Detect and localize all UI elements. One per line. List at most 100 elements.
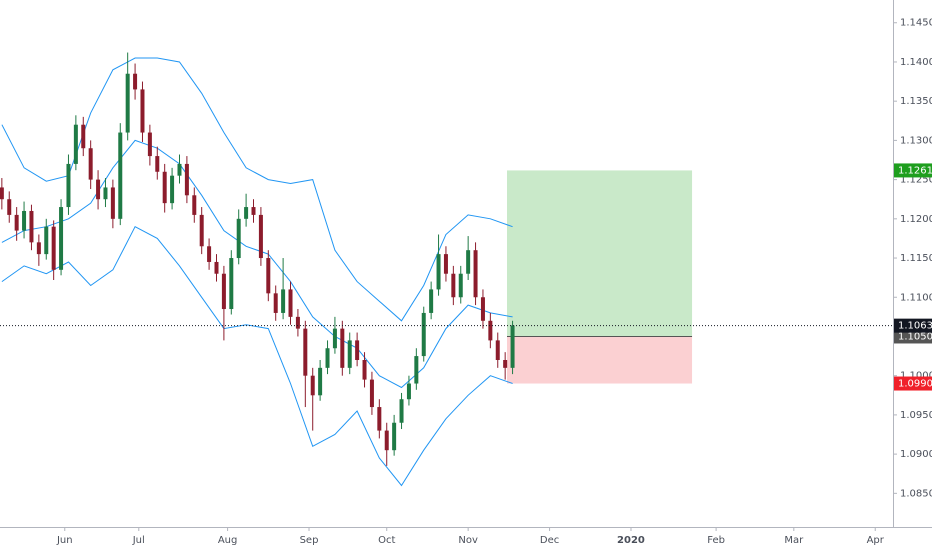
- candle-body: [480, 297, 485, 321]
- price-badge-label: 1.10500: [898, 331, 932, 342]
- candle-body: [458, 273, 463, 298]
- candle-body: [429, 289, 434, 313]
- candle-body: [332, 328, 337, 349]
- candle-body: [125, 73, 130, 133]
- candle-body: [170, 175, 175, 204]
- profit-zone: [507, 170, 693, 337]
- candle-body: [377, 407, 382, 431]
- candle-body: [221, 273, 226, 310]
- candle-body: [251, 207, 256, 215]
- x-tick-label: Nov: [458, 535, 478, 546]
- candle-body: [110, 187, 115, 219]
- candle-body: [451, 273, 456, 298]
- x-tick-label: Dec: [540, 535, 559, 546]
- candle-body: [36, 242, 41, 255]
- candle-body: [155, 156, 160, 172]
- candle-body: [421, 312, 426, 357]
- candle-body: [229, 258, 234, 310]
- x-tick-label: Aug: [218, 535, 238, 546]
- candle-body: [140, 89, 145, 133]
- candle-body: [273, 293, 278, 313]
- candle-body: [51, 226, 56, 270]
- y-tick-label: 1.13000: [900, 135, 932, 146]
- price-badge: [894, 329, 932, 344]
- candle-body: [488, 320, 493, 341]
- y-tick-label: 1.09500: [900, 410, 932, 421]
- candle-body: [147, 132, 152, 157]
- candle-body: [303, 328, 308, 376]
- candle-body: [133, 73, 138, 90]
- candle-body: [443, 254, 448, 274]
- x-tick-label: Mar: [784, 535, 804, 546]
- candle-body: [466, 250, 471, 274]
- candle-body: [199, 214, 204, 247]
- candle-body: [88, 148, 93, 180]
- candle-body: [184, 163, 189, 196]
- candle-body: [96, 179, 101, 200]
- candle-body: [369, 379, 374, 408]
- y-tick-label: 1.14000: [900, 57, 932, 68]
- x-tick-label: 2020: [617, 535, 645, 546]
- y-tick-label: 1.09000: [900, 449, 932, 460]
- candle-body: [73, 124, 78, 164]
- candle-body: [347, 340, 352, 368]
- candle-body: [355, 340, 360, 360]
- candle-body: [118, 132, 123, 219]
- price-badge: [894, 376, 932, 391]
- candle-body: [392, 422, 397, 451]
- price-badge-label: 1.10638: [898, 321, 932, 332]
- candle-body: [192, 195, 197, 215]
- candle-body: [510, 325, 515, 368]
- candle-body: [414, 356, 419, 384]
- y-tick-label: 1.08500: [900, 488, 932, 499]
- candle-body: [473, 250, 478, 298]
- y-tick-label: 1.11500: [900, 253, 932, 264]
- loss-zone: [507, 336, 693, 384]
- price-badge: [894, 163, 932, 178]
- candle-body: [436, 254, 441, 290]
- y-tick-label: 1.11000: [900, 292, 932, 303]
- candle-body: [0, 187, 4, 200]
- bollinger-middle: [1, 139, 513, 389]
- candle-body: [66, 163, 71, 208]
- candle-body: [59, 207, 64, 270]
- candle-body: [295, 316, 300, 329]
- candle-body: [399, 399, 404, 423]
- bollinger-lower: [1, 226, 513, 487]
- candle-body: [14, 214, 19, 231]
- x-tick-label: Apr: [867, 535, 885, 546]
- x-tick-label: Sep: [300, 535, 319, 546]
- candle-body: [44, 226, 49, 255]
- price-badge: [894, 318, 932, 333]
- candle-body: [281, 289, 286, 313]
- candle-body: [103, 187, 108, 200]
- price-badge-label: 1.09900: [898, 379, 932, 390]
- candle-body: [7, 199, 12, 215]
- x-tick-label: Jun: [56, 535, 73, 546]
- candle-body: [81, 124, 86, 149]
- y-tick-label: 1.10000: [900, 371, 932, 382]
- candle-body: [384, 430, 389, 451]
- candle-body: [244, 207, 249, 219]
- candle-body: [236, 218, 241, 259]
- candle-body: [503, 360, 508, 368]
- bollinger-upper: [1, 57, 513, 322]
- candle-body: [362, 360, 367, 380]
- candle-body: [214, 261, 219, 274]
- candle-body: [325, 348, 330, 368]
- price-badge-label: 1.12617: [898, 165, 932, 176]
- x-tick-label: Oct: [378, 535, 395, 546]
- candle-body: [258, 214, 263, 259]
- x-tick-label: Jul: [132, 535, 145, 546]
- candle-body: [406, 383, 411, 400]
- y-tick-label: 1.13500: [900, 96, 932, 107]
- candle-body: [318, 367, 323, 396]
- candle-body: [266, 258, 271, 294]
- candle-body: [340, 328, 345, 368]
- y-tick-label: 1.12500: [900, 175, 932, 186]
- candle-body: [288, 289, 293, 317]
- y-tick-label: 1.14500: [900, 18, 932, 29]
